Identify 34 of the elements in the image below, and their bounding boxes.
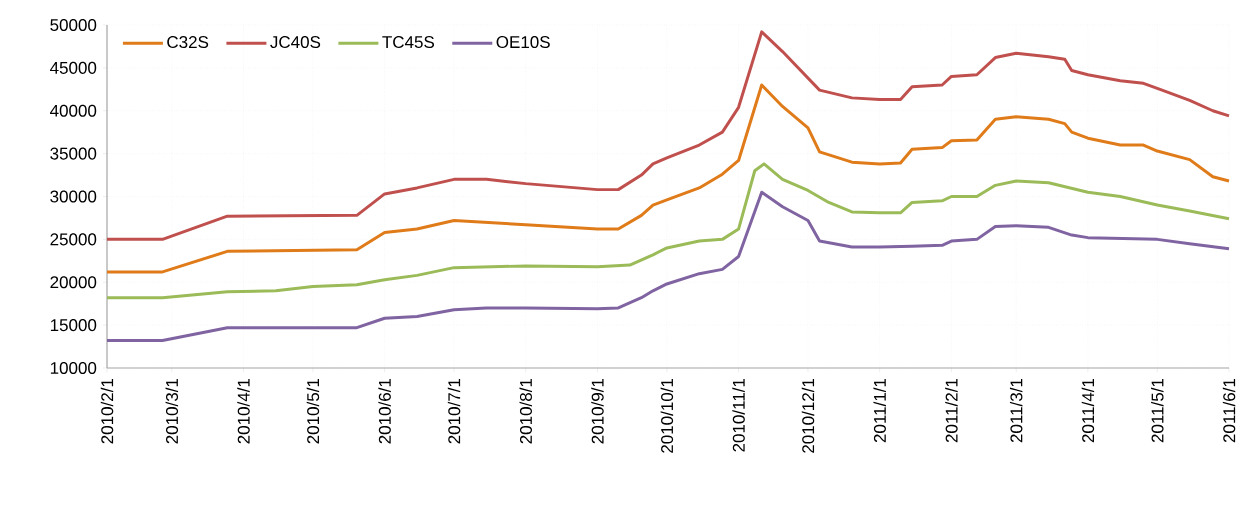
- x-tick-label: 2010/10/1: [660, 378, 674, 453]
- line-series: [105, 83, 1231, 274]
- x-tick-label: 2010/5/1: [306, 378, 320, 444]
- legend-label: C32S: [167, 36, 209, 49]
- y-tick-label: 15000: [50, 319, 97, 332]
- y-tick-label: 40000: [50, 104, 97, 117]
- x-tick-label: 2010/9/1: [591, 378, 604, 444]
- line-series: [105, 30, 1231, 241]
- x-tick-label: 2010/6/1: [378, 378, 391, 444]
- x-tick-label: 2011/5/1: [1151, 378, 1164, 443]
- y-tick-label: 25000: [50, 233, 97, 246]
- legend-label: OE10S: [496, 36, 550, 49]
- x-tick-label: 2011/6/1: [1222, 378, 1236, 443]
- x-tick-label: 2010/12/1: [801, 378, 815, 453]
- x-tick-label: 2010/7/1: [447, 378, 461, 444]
- x-tick-label: 2011/4/1: [1081, 378, 1095, 443]
- x-tick-label: 2011/2/1: [945, 378, 958, 443]
- x-tick-label: 2011/1/1: [873, 378, 886, 443]
- y-tick-label: 50000: [50, 18, 97, 32]
- y-tick-label: 35000: [50, 147, 97, 160]
- legend-label: JC40S: [270, 36, 321, 49]
- legend-label: TC45S: [382, 36, 435, 49]
- y-tick-label: 45000: [50, 61, 97, 74]
- x-tick-label: 2011/3/1: [1009, 378, 1023, 443]
- y-tick-label: 30000: [50, 190, 97, 203]
- y-tick-label: 20000: [50, 276, 97, 289]
- x-tick-label: 2010/2/1: [100, 378, 114, 444]
- line-series: [105, 162, 1231, 300]
- line-series: [105, 190, 1231, 343]
- x-tick-label: 2010/4/1: [237, 378, 250, 444]
- x-tick-label: 2010/11/1: [732, 378, 745, 452]
- x-tick-label: 2010/3/1: [165, 378, 179, 444]
- y-tick-label: 10000: [50, 361, 97, 375]
- x-tick-label: 2010/8/1: [519, 378, 532, 444]
